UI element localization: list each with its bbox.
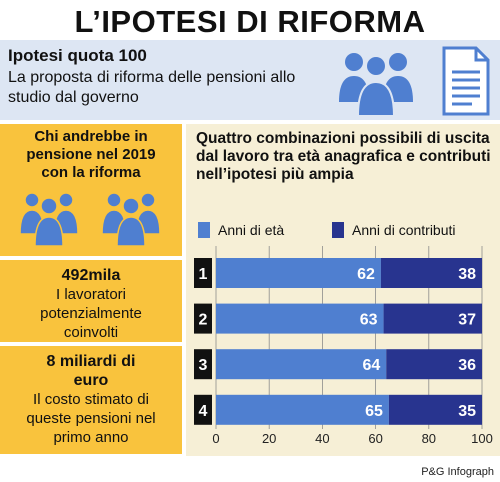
row-number-badge bbox=[194, 349, 212, 380]
row-number-badge bbox=[194, 258, 212, 288]
data-label: 63 bbox=[360, 312, 378, 329]
legend-label-age: Anni di età bbox=[218, 222, 285, 238]
chart-title: Quattro combinazioni possibili di uscita… bbox=[196, 130, 491, 183]
workers-text: I lavoratori potenzialmente coinvolti bbox=[40, 286, 142, 341]
category-label: 4 bbox=[199, 403, 208, 420]
cost-value: 8 miliardi di euro bbox=[46, 353, 136, 389]
category-label: 1 bbox=[199, 266, 208, 283]
data-label: 37 bbox=[458, 312, 476, 329]
cost-card: 8 miliardi di euro Il costo stimato di q… bbox=[0, 346, 182, 454]
x-tick-label: 100 bbox=[471, 431, 493, 446]
credit: P&G Infograph bbox=[421, 466, 494, 478]
legend-item-age: Anni di età bbox=[198, 222, 284, 238]
data-label: 36 bbox=[458, 357, 476, 374]
people-group-icon bbox=[339, 53, 413, 117]
bar-segment-age bbox=[216, 303, 384, 334]
document-icon bbox=[442, 46, 490, 116]
data-label: 64 bbox=[362, 357, 380, 374]
legend-swatch-age bbox=[198, 222, 210, 238]
cost-text: Il costo stimato di queste pensioni nel … bbox=[26, 391, 156, 446]
bar-segment-contributions bbox=[380, 258, 482, 288]
chart-panel: Quattro combinazioni possibili di uscita… bbox=[186, 124, 500, 456]
retirees-heading: Chi andrebbe in pensione nel 2019 con la… bbox=[26, 128, 156, 181]
bar-segment-contributions bbox=[386, 349, 482, 380]
x-tick-label: 80 bbox=[422, 431, 436, 446]
workers-card: 492mila I lavoratori potenzialmente coin… bbox=[0, 260, 182, 342]
legend-item-contributions: Anni di contributi bbox=[332, 222, 456, 238]
x-tick-label: 60 bbox=[368, 431, 382, 446]
page-title: L’IPOTESI DI RIFORMA bbox=[74, 4, 426, 39]
category-label: 2 bbox=[199, 312, 208, 329]
data-label: 38 bbox=[458, 266, 476, 283]
data-label: 62 bbox=[357, 266, 375, 283]
category-label: 3 bbox=[199, 357, 208, 374]
x-tick-label: 0 bbox=[212, 431, 219, 446]
bar-segment-age bbox=[216, 349, 387, 380]
data-label: 35 bbox=[458, 403, 476, 420]
subtitle: Ipotesi quota 100 bbox=[8, 46, 147, 65]
top-info-panel: Ipotesi quota 100 La proposta di riforma… bbox=[0, 40, 500, 120]
workers-value: 492mila bbox=[61, 267, 121, 284]
bar-segment-age bbox=[216, 394, 389, 425]
x-tick-label: 40 bbox=[315, 431, 329, 446]
retirees-card: Chi andrebbe in pensione nel 2019 con la… bbox=[0, 124, 182, 256]
people-group-icon bbox=[19, 192, 161, 247]
bar-segment-age bbox=[216, 258, 381, 288]
row-number-badge bbox=[194, 303, 212, 334]
data-label: 65 bbox=[365, 403, 383, 420]
description: La proposta di riforma delle pensioni al… bbox=[8, 69, 296, 106]
x-tick-label: 20 bbox=[262, 431, 276, 446]
legend-label-contributions: Anni di contributi bbox=[352, 222, 456, 238]
bar-segment-contributions bbox=[383, 303, 482, 334]
bar-segment-contributions bbox=[388, 394, 482, 425]
legend-swatch-contributions bbox=[332, 222, 344, 238]
row-number-badge bbox=[194, 394, 212, 425]
